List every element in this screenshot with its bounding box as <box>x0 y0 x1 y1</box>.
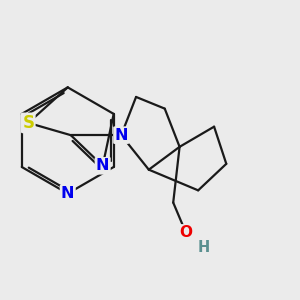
Text: N: N <box>115 128 128 143</box>
Text: H: H <box>197 240 210 255</box>
Text: O: O <box>179 225 193 240</box>
Text: S: S <box>22 114 34 132</box>
Text: N: N <box>61 186 74 201</box>
Text: N: N <box>96 158 110 173</box>
